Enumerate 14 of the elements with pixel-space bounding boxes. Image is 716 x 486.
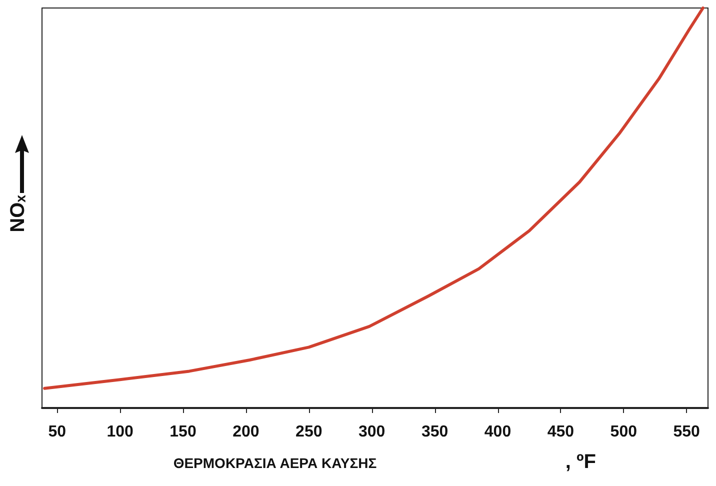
- x-tick-label: 350: [421, 424, 448, 440]
- x-tick-label: 150: [170, 424, 196, 440]
- x-tick-label: 550: [673, 424, 700, 440]
- x-tick-label: 50: [48, 424, 66, 440]
- x-tick-label: 400: [484, 424, 512, 440]
- x-axis-title: ΘΕΡΜΟΚΡΑΣΙΑ ΑΕΡΑ ΚΑΥΣΗΣ: [173, 455, 377, 471]
- x-tick-label: 300: [358, 424, 386, 440]
- x-tick-label: 200: [232, 424, 260, 440]
- y-axis-title: NOₓ: [7, 194, 29, 232]
- x-tick-label: 100: [106, 424, 134, 440]
- x-tick-label: 450: [547, 424, 574, 440]
- x-tick-label: 500: [610, 424, 638, 440]
- text: , ºF: [565, 451, 596, 473]
- x-tick-label: 250: [296, 424, 322, 440]
